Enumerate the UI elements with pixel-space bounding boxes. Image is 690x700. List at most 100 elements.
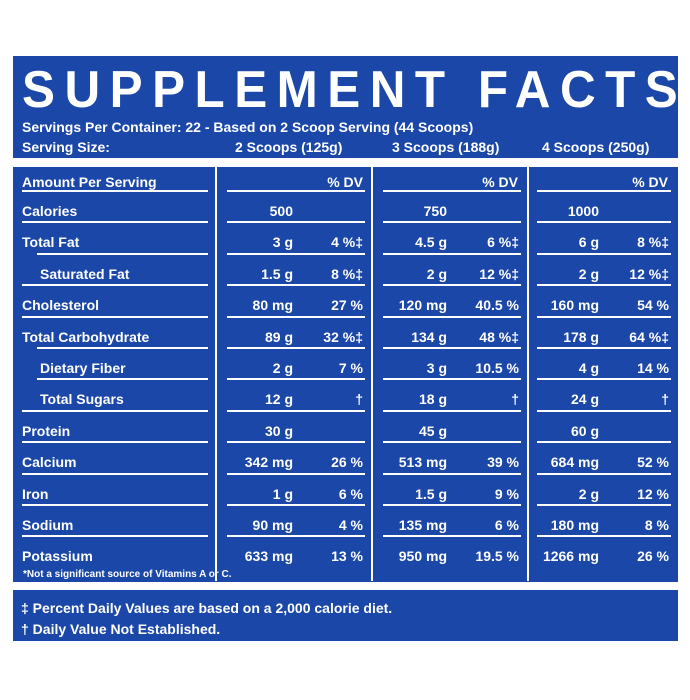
nutrient-amount: 90 mg: [252, 517, 293, 533]
nutrient-name: Saturated Fat: [40, 266, 130, 282]
row-separator: [537, 410, 671, 412]
nutrient-dv: 6 %‡: [487, 234, 519, 250]
footnote-percent-dv: ‡ Percent Daily Values are based on a 2,…: [21, 600, 393, 616]
row-separator: [227, 190, 365, 192]
nutrient-name: Cholesterol: [22, 297, 100, 313]
row-separator: [22, 535, 208, 537]
serving-size-label: Serving Size:: [22, 139, 110, 155]
row-separator: [383, 347, 521, 349]
nutrient-name: Potassium: [22, 548, 93, 564]
nutrient-amount: 6 g: [578, 234, 599, 250]
row-separator: [22, 410, 208, 412]
row-separator: [22, 316, 208, 318]
amount-per-serving-header: Amount Per Serving: [22, 174, 157, 190]
nutrient-amount: 2 g: [578, 486, 599, 502]
row-separator: [22, 504, 208, 506]
nutrient-amount: 24 g: [570, 391, 599, 407]
nutrient-amount: 134 g: [411, 329, 447, 345]
nutrient-amount: 180 mg: [550, 517, 599, 533]
nutrient-dv: 54 %: [637, 297, 669, 313]
serving-size-4-scoops: 4 Scoops (250g): [542, 139, 650, 155]
row-separator: [37, 253, 208, 255]
nutrient-dv: 12 %‡: [479, 266, 519, 282]
nutrient-amount: 1.5 g: [261, 266, 293, 282]
row-separator: [227, 410, 365, 412]
row-separator: [37, 378, 208, 380]
column-divider-2: [371, 167, 373, 581]
nutrient-name: Calories: [22, 203, 78, 219]
row-separator: [383, 190, 521, 192]
nutrient-amount: 950 mg: [398, 548, 447, 564]
nutrient-dv: 19.5 %: [475, 548, 519, 564]
row-separator: [537, 441, 671, 443]
nutrient-amount: 2 g: [578, 266, 599, 282]
row-separator: [537, 253, 671, 255]
nutrient-dv: 4 %: [338, 517, 363, 533]
nutrient-amount: 3 g: [272, 234, 293, 250]
nutrient-amount: 513 mg: [398, 454, 447, 470]
row-separator: [537, 535, 671, 537]
serving-size-3-scoops: 3 Scoops (188g): [392, 139, 500, 155]
nutrient-dv: 26 %: [331, 454, 363, 470]
row-separator: [383, 441, 521, 443]
nutrient-dv: 52 %: [637, 454, 669, 470]
nutrient-amount: 89 g: [264, 329, 293, 345]
nutrient-amount: 2 g: [426, 266, 447, 282]
footnote-dv-not-established: † Daily Value Not Established.: [21, 621, 221, 637]
nutrient-amount: 4.5 g: [415, 234, 447, 250]
nutrient-dv: †: [511, 391, 519, 407]
nutrient-amount: 30 g: [264, 423, 293, 439]
nutrient-amount: 1266 mg: [542, 548, 599, 564]
nutrient-amount: 18 g: [418, 391, 447, 407]
row-separator: [537, 221, 671, 223]
nutrient-amount: 12 g: [264, 391, 293, 407]
nutrient-amount: 135 mg: [398, 517, 447, 533]
nutrient-dv: 12 %‡: [629, 266, 669, 282]
column-divider-1: [215, 167, 217, 581]
nutrient-dv: 8 %‡: [637, 234, 669, 250]
row-separator: [383, 221, 521, 223]
nutrient-name: Sodium: [22, 517, 74, 533]
nutrient-dv: 32 %‡: [323, 329, 363, 345]
nutrient-dv: 6 %: [494, 517, 519, 533]
row-separator: [537, 473, 671, 475]
row-separator: [537, 504, 671, 506]
row-separator: [22, 221, 208, 223]
row-separator: [37, 347, 208, 349]
nutrient-dv: 27 %: [331, 297, 363, 313]
row-separator: [22, 441, 208, 443]
row-separator: [537, 284, 671, 286]
nutrient-amount: 45 g: [418, 423, 447, 439]
column-divider-3: [527, 167, 529, 581]
nutrient-name: Dietary Fiber: [40, 360, 126, 376]
row-separator: [227, 473, 365, 475]
nutrient-dv: 64 %‡: [629, 329, 669, 345]
row-separator: [383, 253, 521, 255]
row-separator: [537, 190, 671, 192]
nutrient-dv: 7 %: [338, 360, 363, 376]
nutrient-dv: 48 %‡: [479, 329, 519, 345]
nutrient-name: Total Carbohydrate: [22, 329, 150, 345]
nutrient-dv: 12 %: [637, 486, 669, 502]
nutrient-dv: 13 %: [331, 548, 363, 564]
nutrient-amount: 3 g: [426, 360, 447, 376]
nutrient-amount: 1000: [567, 203, 599, 219]
nutrient-dv: †: [355, 391, 363, 407]
nutrient-amount: 633 mg: [244, 548, 293, 564]
nutrient-dv: 10.5 %: [475, 360, 519, 376]
nutrient-name: Protein: [22, 423, 71, 439]
row-separator: [537, 316, 671, 318]
panel-title: SUPPLEMENT FACTS: [22, 61, 688, 119]
nutrient-name: Iron: [22, 486, 49, 502]
nutrient-amount: 1.5 g: [415, 486, 447, 502]
nutrient-dv: 4 %‡: [331, 234, 363, 250]
nutrient-amount: 342 mg: [244, 454, 293, 470]
nutrient-amount: 80 mg: [252, 297, 293, 313]
row-separator: [22, 190, 208, 192]
nutrient-dv: 40.5 %: [475, 297, 519, 313]
row-separator: [383, 410, 521, 412]
dv-header-1: % DV: [327, 174, 363, 190]
serving-size-2-scoops: 2 Scoops (125g): [235, 139, 343, 155]
row-separator: [227, 253, 365, 255]
nutrient-dv: 26 %: [637, 548, 669, 564]
